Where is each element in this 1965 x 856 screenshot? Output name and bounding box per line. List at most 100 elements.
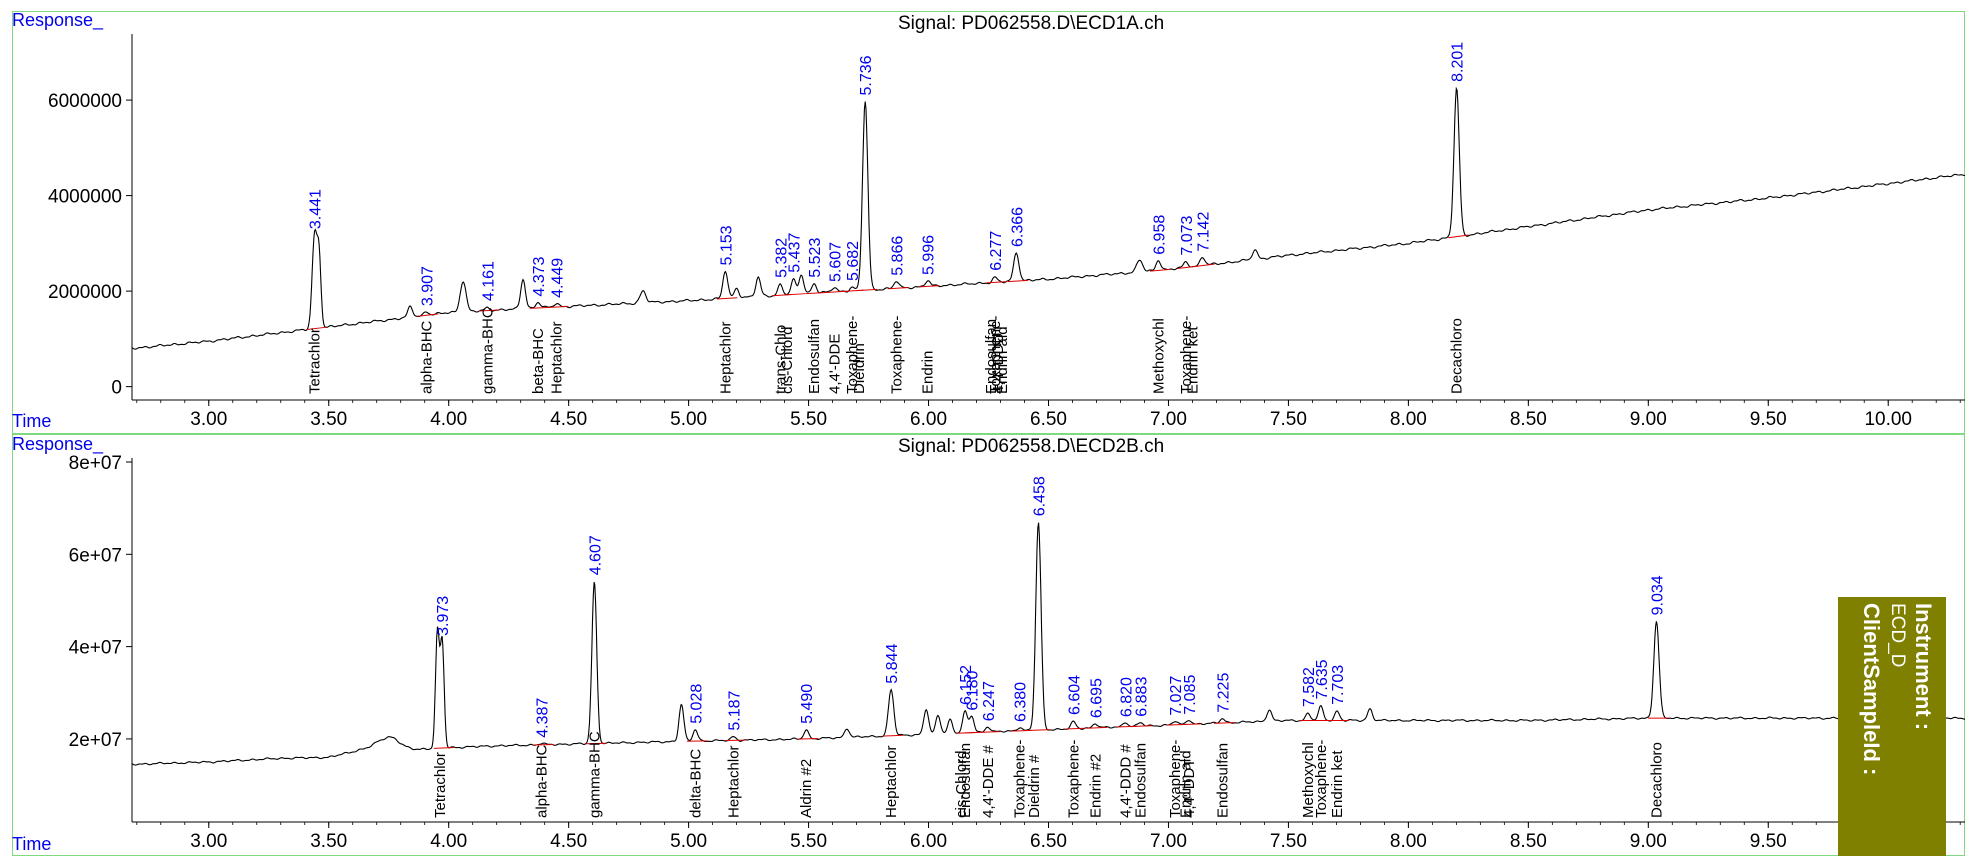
integration-baseline: [1448, 234, 1469, 239]
compound-label: Toxaphene-: [987, 316, 1004, 394]
integration-baseline: [1194, 263, 1215, 268]
compound-label: Toxaphene-: [844, 316, 861, 394]
compound-label: cis-Chlord: [779, 326, 796, 394]
compound-label: Endosulfan: [957, 743, 974, 818]
compound-label: Toxaphene-: [888, 316, 905, 394]
instrument-info-box: Instrument : ECD_D ClientSampleId :: [1838, 597, 1946, 856]
peak-rt-label: 5.736: [858, 55, 875, 95]
x-tick-label: 7.50: [1270, 831, 1307, 852]
compound-label: 4,4'-DDD: [990, 333, 1007, 394]
x-tick-label: 9.50: [1750, 409, 1787, 430]
integration-baseline: [1180, 723, 1201, 726]
integration-baseline: [716, 297, 738, 300]
peak-rt-label: 5.382: [773, 238, 790, 278]
peak-rt-label: 6.152: [958, 665, 975, 705]
peak-rt-label: 7.703: [1330, 665, 1347, 705]
compound-label: 4,4'-DDE #: [980, 744, 997, 818]
signal-trace: [131, 522, 1965, 766]
x-tick-label: 3.50: [310, 409, 347, 430]
peak-rt-label: 5.607: [827, 242, 844, 282]
x-tick-label: 8.50: [1510, 831, 1547, 852]
peak-rt-label: 6.277: [988, 231, 1005, 271]
compound-label: 4,4'-DDT: [1181, 758, 1198, 818]
instrument-label: Instrument :: [1911, 603, 1936, 731]
peak-rt-label: 6.695: [1088, 678, 1105, 718]
chromatogram-1-plot: 3.00 3.50 4.00 4.50 5.00 5.50 6.00 6.50 7.00 7.50…: [48, 34, 1965, 430]
integration-baseline: [433, 746, 455, 749]
peak-rt-label: 5.996: [921, 235, 938, 275]
peak-rt-label: 7.073: [1179, 215, 1196, 255]
compound-label: Heptachlor: [726, 745, 743, 818]
peak-rt-label: 3.907: [419, 266, 436, 306]
compound-label: Methoxychl: [1150, 318, 1167, 394]
chart1-title: Signal: PD062558.D\ECD1A.ch: [898, 13, 1165, 34]
instrument-value: ECD_D: [1887, 603, 1908, 668]
y-tick-label: 4e+07: [69, 638, 122, 659]
compound-label: Toxaphene-: [1178, 316, 1195, 394]
peak-rt-label: 6.380: [1013, 682, 1030, 722]
peak-rt-label: 7.142: [1196, 212, 1213, 252]
chart1-ylabel: Response_: [12, 10, 104, 30]
peak-rt-label: 5.028: [688, 684, 705, 724]
compound-label: Decachloro: [1449, 318, 1466, 394]
compound-label: Heptachlor: [548, 321, 565, 394]
peak-rt-label: 5.437: [787, 233, 804, 273]
compound-label: Endosulfan: [1132, 743, 1149, 818]
integration-baseline: [1065, 727, 1086, 730]
integration-baseline: [785, 293, 806, 296]
peak-rt-label: 5.153: [718, 225, 735, 265]
peak-rt-label: 7.582: [1301, 667, 1318, 707]
x-tick-label: 4.00: [430, 409, 467, 430]
peak-rt-label: 7.085: [1182, 675, 1199, 715]
y-tick-label: 4000000: [48, 187, 122, 208]
peak-rt-label: 4.387: [535, 698, 552, 738]
x-tick-label: 5.00: [670, 831, 707, 852]
peak-rt-label: 4.373: [531, 256, 548, 296]
integration-baseline: [887, 287, 909, 290]
compound-label: Endrin: [920, 351, 937, 394]
x-tick-label: 8.00: [1390, 831, 1427, 852]
y-tick-label: 0: [111, 378, 122, 399]
compound-label: Aldrin #2: [798, 759, 815, 818]
chart2-xlabel: Time: [12, 834, 52, 854]
peak-rt-label: 5.844: [884, 644, 901, 684]
compound-label: Toxaphene-: [1167, 740, 1184, 818]
integration-baseline: [1030, 729, 1051, 731]
x-tick-label: 3.50: [310, 831, 347, 852]
peak-rt-label: 4.607: [587, 535, 604, 575]
peak-rt-label: 6.958: [1151, 215, 1168, 255]
compound-label: Tetrachlor: [307, 328, 324, 394]
compound-label: Toxaphene-: [1066, 740, 1083, 818]
x-tick-label: 9.50: [1750, 831, 1787, 852]
integration-baseline: [979, 731, 1000, 733]
compound-label: Endosulfan: [806, 319, 823, 394]
compound-label: Heptachlor: [883, 745, 900, 818]
compound-label: Endrin ald: [1177, 750, 1194, 818]
peak-rt-label: 6.366: [1009, 207, 1026, 247]
compound-label: alpha-BHC: [534, 744, 551, 818]
compound-label: Dieldrin: [851, 343, 868, 394]
compound-label: alpha-BHC: [418, 320, 435, 394]
integration-baseline: [986, 281, 1008, 284]
integration-baseline: [856, 288, 878, 292]
peak-rt-label: 6.180: [965, 670, 982, 710]
compound-label: Endosulfan: [983, 319, 1000, 394]
peak-rt-label: 3.973: [435, 596, 452, 636]
x-tick-label: 9.00: [1630, 831, 1667, 852]
x-tick-label: 3.00: [190, 831, 227, 852]
compound-label: Dieldrin #: [1026, 754, 1043, 818]
peak-rt-label: 6.604: [1067, 675, 1084, 715]
integration-baseline: [1086, 726, 1108, 729]
x-tick-label: 5.00: [670, 409, 707, 430]
x-tick-label: 6.00: [910, 831, 947, 852]
peak-rt-label: 5.523: [807, 238, 824, 278]
x-tick-label: 6.50: [1030, 831, 1067, 852]
peak-rt-label: 5.187: [727, 690, 744, 730]
x-tick-label: 10.00: [1864, 409, 1912, 430]
y-tick-label: 2000000: [48, 282, 122, 303]
integration-baseline: [478, 309, 500, 312]
compound-label: trans-Chlo: [772, 325, 789, 394]
peak-rt-label: 5.682: [845, 241, 862, 281]
x-tick-label: 7.00: [1150, 831, 1187, 852]
integration-baseline: [417, 313, 439, 317]
